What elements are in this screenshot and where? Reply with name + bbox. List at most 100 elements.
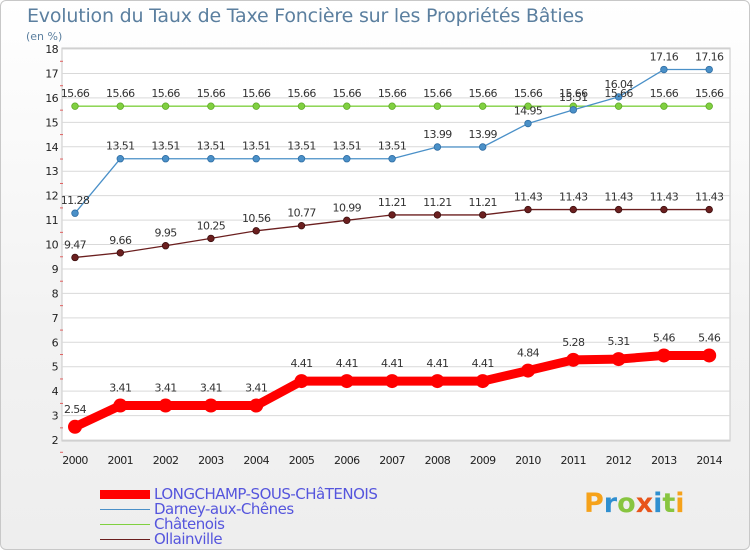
logo-letter: i: [675, 488, 685, 519]
y-tick-label: 18: [45, 43, 58, 56]
y-tick-label: 17: [45, 67, 58, 80]
logo-letter: r: [603, 488, 618, 519]
x-tick-label: 2014: [696, 454, 722, 467]
data-label: 15.66: [197, 87, 226, 100]
data-point: [430, 374, 445, 389]
data-label: 15.66: [650, 87, 679, 100]
data-label: 4.84: [517, 347, 540, 360]
y-tick-label: 6: [52, 336, 59, 349]
y-tick-label: 10: [45, 239, 58, 252]
data-point: [116, 249, 124, 257]
data-label: 11.21: [378, 196, 407, 209]
data-point: [68, 419, 82, 434]
data-label: 11.21: [423, 196, 452, 209]
data-label: 15.66: [423, 87, 452, 100]
y-tick-label: 5: [52, 361, 59, 374]
y-axis-unit-label: (en %): [26, 30, 63, 43]
legend-label: LONGCHAMP-SOUS-CHâTENOIS: [154, 485, 378, 503]
data-label: 3.41: [200, 382, 222, 395]
y-tick-label: 7: [52, 312, 59, 325]
data-point: [705, 205, 713, 214]
data-label: 5.46: [698, 331, 721, 344]
data-point: [71, 209, 79, 217]
data-point: [339, 374, 354, 389]
data-label: 13.51: [333, 140, 362, 153]
x-tick-label: 2004: [243, 454, 269, 467]
data-label: 15.66: [468, 87, 497, 100]
data-point: [524, 119, 532, 128]
chart-title: Evolution du Taux de Taxe Foncière sur l…: [27, 5, 584, 27]
data-point: [388, 155, 396, 163]
data-label: 13.51: [151, 140, 180, 153]
data-label: 11.43: [514, 191, 543, 204]
x-tick-label: 2009: [470, 454, 496, 467]
data-label: 13.51: [287, 140, 316, 153]
data-label: 4.41: [381, 357, 403, 370]
data-point: [385, 374, 400, 389]
x-tick-label: 2003: [198, 454, 224, 467]
data-point: [705, 102, 713, 110]
legend-swatch: [100, 508, 150, 510]
data-point: [388, 211, 396, 219]
data-point: [297, 102, 306, 110]
data-label: 14.95: [514, 105, 543, 118]
data-point: [566, 352, 581, 367]
y-tick-label: 2: [52, 434, 58, 447]
data-label: 5.28: [562, 336, 585, 349]
data-label: 9.47: [64, 238, 87, 251]
y-tick-label: 16: [45, 92, 58, 105]
logo-letter: t: [662, 488, 676, 519]
data-label: 5.46: [653, 331, 676, 344]
data-label: 13.51: [106, 140, 135, 153]
x-tick-label: 2006: [334, 454, 360, 467]
data-point: [660, 205, 668, 214]
data-point: [207, 234, 215, 243]
data-label: 15.66: [151, 87, 180, 100]
logo-letter: x: [635, 488, 654, 519]
data-label: 15.66: [333, 87, 362, 100]
data-label: 15.66: [106, 87, 135, 100]
data-label: 10.77: [287, 207, 316, 220]
data-label: 13.99: [423, 128, 452, 141]
data-label: 2.54: [64, 403, 87, 416]
data-label: 13.99: [468, 128, 497, 141]
data-point: [611, 352, 626, 367]
x-tick-label: 2007: [379, 454, 405, 467]
x-tick-label: 2001: [107, 454, 133, 467]
data-label: 4.41: [426, 357, 448, 370]
data-label: 15.66: [604, 87, 633, 100]
x-tick-label: 2012: [606, 454, 632, 467]
y-tick-label: 11: [45, 214, 58, 227]
data-label: 15.66: [378, 87, 407, 100]
data-point: [479, 211, 487, 219]
data-label: 10.56: [242, 212, 271, 225]
data-point: [113, 398, 128, 413]
data-point: [656, 348, 671, 363]
y-tick-label: 3: [52, 410, 59, 423]
data-point: [207, 102, 215, 110]
x-tick-label: 2008: [425, 454, 451, 467]
data-label: 15.66: [695, 87, 724, 100]
data-label: 13.51: [197, 140, 226, 153]
logo-letter: i: [653, 488, 663, 519]
data-point: [343, 216, 351, 225]
y-tick-label: 13: [45, 165, 58, 178]
data-point: [524, 205, 532, 214]
y-tick-label: 9: [52, 263, 59, 276]
legend-label: Darney-aux-Chênes: [154, 500, 294, 518]
data-label: 15.66: [514, 87, 543, 100]
data-point: [388, 102, 396, 110]
data-point: [524, 102, 532, 110]
x-tick-label: 2002: [153, 454, 179, 467]
data-label: 11.28: [61, 194, 90, 207]
y-tick-label: 4: [52, 385, 59, 398]
data-point: [614, 93, 623, 101]
data-point: [479, 102, 487, 110]
legend-label: Châtenois: [154, 515, 225, 533]
data-point: [116, 155, 124, 163]
data-label: 3.41: [245, 382, 267, 395]
data-point: [614, 205, 623, 214]
data-label: 15.51: [559, 91, 588, 104]
data-label: 4.41: [336, 357, 358, 370]
